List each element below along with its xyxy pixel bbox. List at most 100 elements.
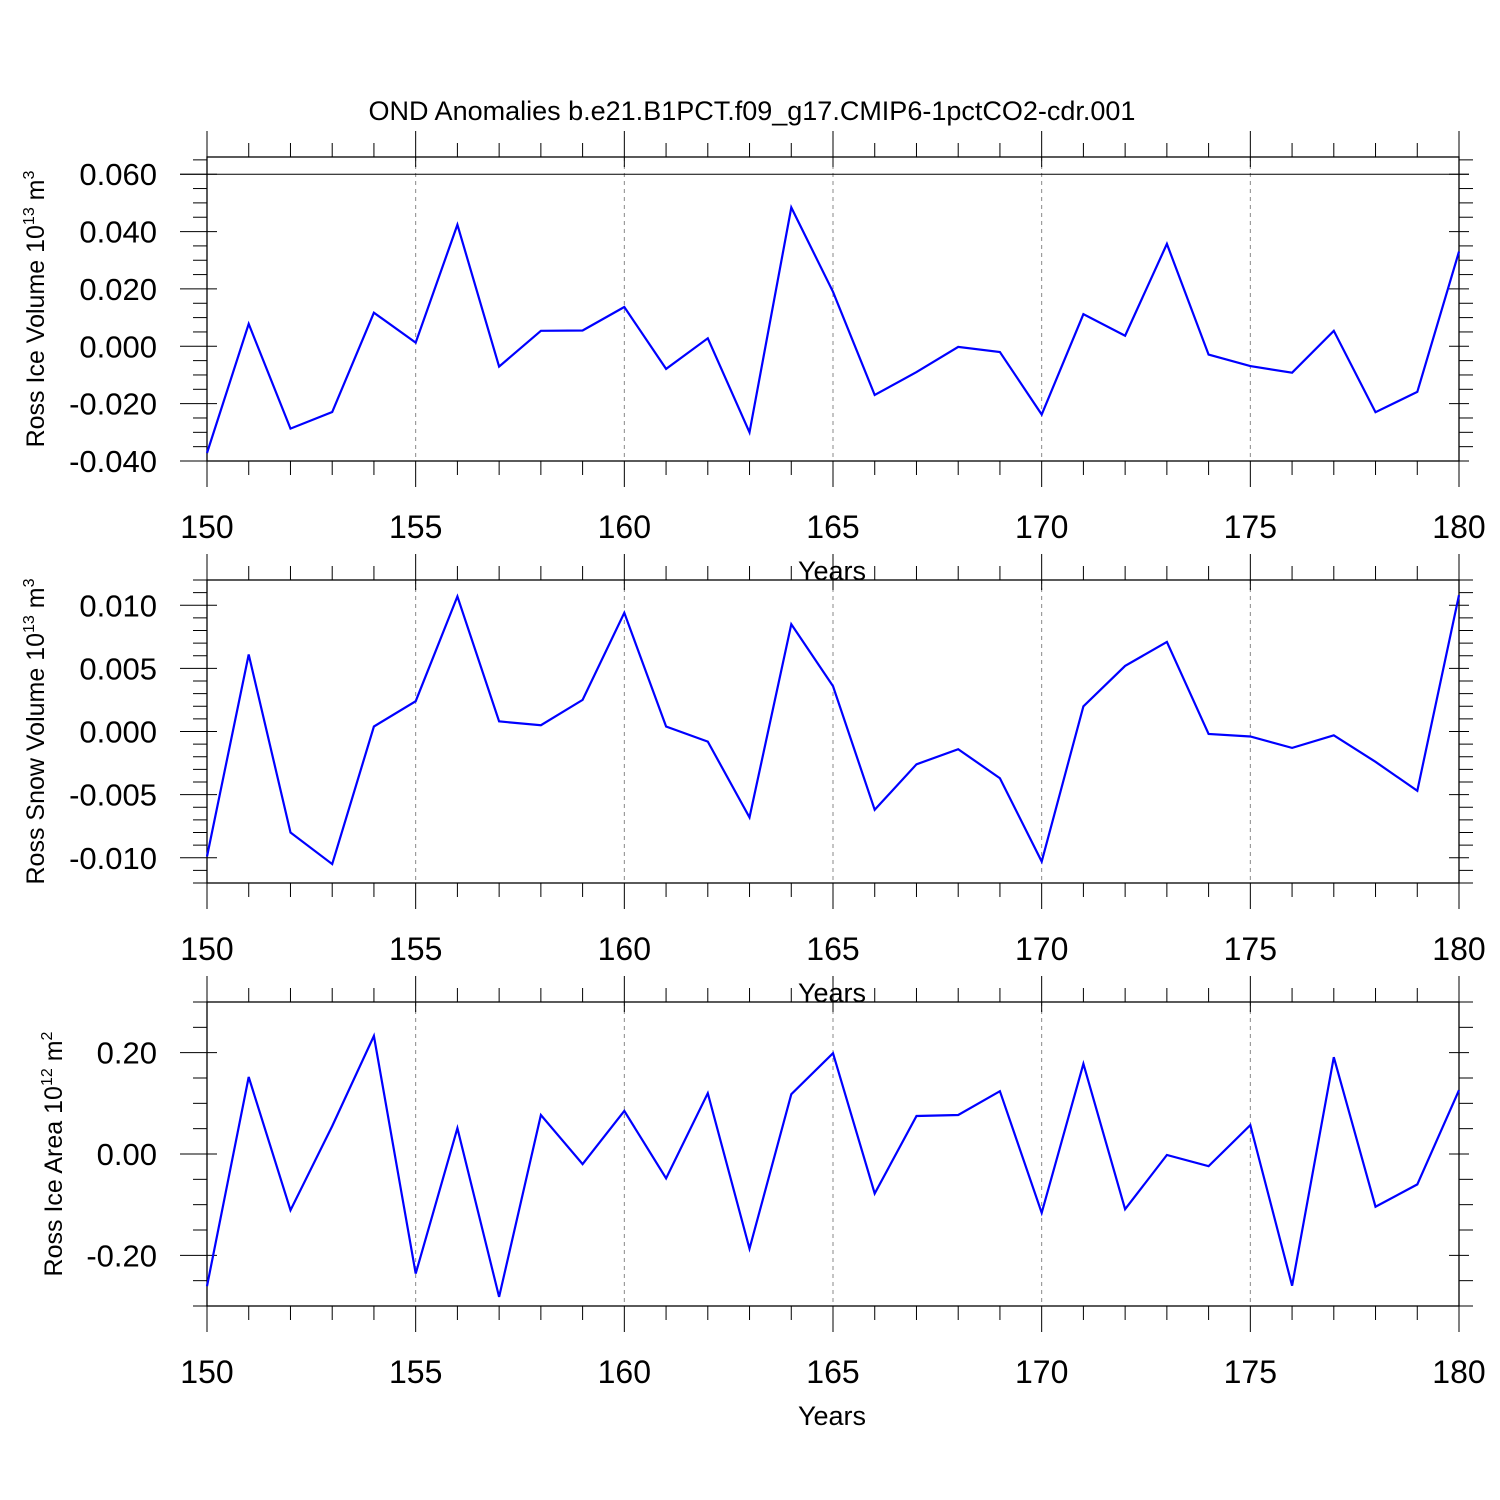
x-axis-label: Years (798, 978, 866, 1008)
y-label-exponent: 13 (21, 207, 38, 225)
data-point (1457, 250, 1461, 254)
data-point (539, 1113, 543, 1117)
data-point (1123, 1207, 1127, 1211)
y-label-unit: m (40, 1040, 68, 1068)
data-point (998, 350, 1002, 354)
data-point (288, 1208, 292, 1212)
y-label-text: Ross Ice Volume 10 (22, 225, 50, 447)
data-point (414, 341, 418, 345)
data-point (330, 410, 334, 414)
y-label-text: Ross Snow Volume 10 (22, 633, 50, 885)
data-point (1248, 735, 1252, 739)
y-label-unit: m (22, 179, 50, 207)
data-point (372, 1034, 376, 1038)
series-line (205, 1032, 1461, 1298)
data-point (581, 698, 585, 702)
data-point (622, 611, 626, 615)
data-point (1415, 789, 1419, 793)
data-point (706, 740, 710, 744)
y-label-exponent: 12 (39, 1068, 56, 1086)
data-point (497, 1295, 501, 1299)
data-point (414, 699, 418, 703)
data-point (455, 594, 459, 598)
panel-3: -0.20 0.00 0.20 150 155 160 165 170 175 180 Years R… (39, 976, 1486, 1431)
data-point (1165, 1153, 1169, 1157)
y-axis-label: Ross Ice Area 1012 m2 (39, 1031, 68, 1276)
x-tick-label: 180 (1432, 931, 1485, 967)
data-point (1040, 1211, 1044, 1215)
data-point (1207, 1164, 1211, 1168)
y-tick-label: -0.005 (69, 778, 157, 813)
y-tick-label: 0.00 (97, 1137, 157, 1172)
x-tick-label: 160 (598, 931, 651, 967)
data-point (873, 393, 877, 397)
y-tick-label: 0.005 (79, 651, 157, 686)
data-point (789, 622, 793, 626)
data-point (414, 1272, 418, 1276)
data-point (1332, 733, 1336, 737)
data-point (581, 1162, 585, 1166)
x-tick-label: 155 (389, 1354, 442, 1390)
y-label-unit: m (22, 587, 50, 615)
data-point (205, 1284, 209, 1288)
x-tick-label: 170 (1015, 931, 1068, 967)
data-point (789, 1092, 793, 1096)
data-point (247, 652, 251, 656)
data-point (539, 329, 543, 333)
panels: -0.040 -0.020 0.000 0.020 0.040 0.060 150 155 16… (21, 131, 1486, 1431)
y-tick-label: 0.000 (79, 329, 157, 364)
data-point (1081, 312, 1085, 316)
data-point (455, 1126, 459, 1130)
x-tick-label: 165 (806, 1354, 859, 1390)
y-tick-label: -0.020 (69, 387, 157, 422)
data-point (1374, 760, 1378, 764)
data-point (1081, 1062, 1085, 1066)
y-tick-label: -0.20 (86, 1238, 157, 1273)
y-label-unit-exponent: 2 (39, 1031, 56, 1040)
data-point (1165, 242, 1169, 246)
x-tick-label: 155 (389, 931, 442, 967)
x-axis-label: Years (798, 1401, 866, 1431)
y-label-unit-exponent: 3 (21, 170, 38, 179)
data-point (914, 1114, 918, 1118)
data-point (1374, 1205, 1378, 1209)
y-tick-label: -0.010 (69, 841, 157, 876)
data-point (831, 1051, 835, 1055)
data-point (1290, 746, 1294, 750)
data-point (706, 336, 710, 340)
data-point (914, 762, 918, 766)
data-point (748, 1247, 752, 1251)
data-point (1123, 664, 1127, 668)
data-point (539, 723, 543, 727)
data-point (831, 290, 835, 294)
data-point (1081, 704, 1085, 708)
data-point (1415, 390, 1419, 394)
x-tick-label: 170 (1015, 509, 1068, 545)
y-label-exponent: 13 (21, 615, 38, 633)
data-point (581, 329, 585, 333)
data-point (330, 1124, 334, 1128)
data-point (1207, 353, 1211, 357)
data-point (873, 808, 877, 812)
data-point (1290, 371, 1294, 375)
series-line (205, 593, 1461, 866)
data-point (956, 345, 960, 349)
data-point (205, 451, 209, 455)
data-point (288, 427, 292, 431)
y-axis-label: Ross Snow Volume 1013 m3 (21, 578, 50, 884)
panel-1: -0.040 -0.020 0.000 0.020 0.040 0.060 150 155 16… (21, 131, 1486, 586)
x-tick-label: 175 (1224, 931, 1277, 967)
data-point (664, 367, 668, 371)
data-point (1457, 1088, 1461, 1092)
data-point (1248, 1123, 1252, 1127)
x-tick-label: 150 (180, 931, 233, 967)
data-point (1040, 413, 1044, 417)
data-point (1123, 334, 1127, 338)
y-tick-label: 0.040 (79, 215, 157, 250)
data-point (372, 724, 376, 728)
x-tick-label: 165 (806, 509, 859, 545)
x-tick-label: 165 (806, 931, 859, 967)
y-tick-label: 0.060 (79, 157, 157, 192)
x-tick-label: 170 (1015, 1354, 1068, 1390)
